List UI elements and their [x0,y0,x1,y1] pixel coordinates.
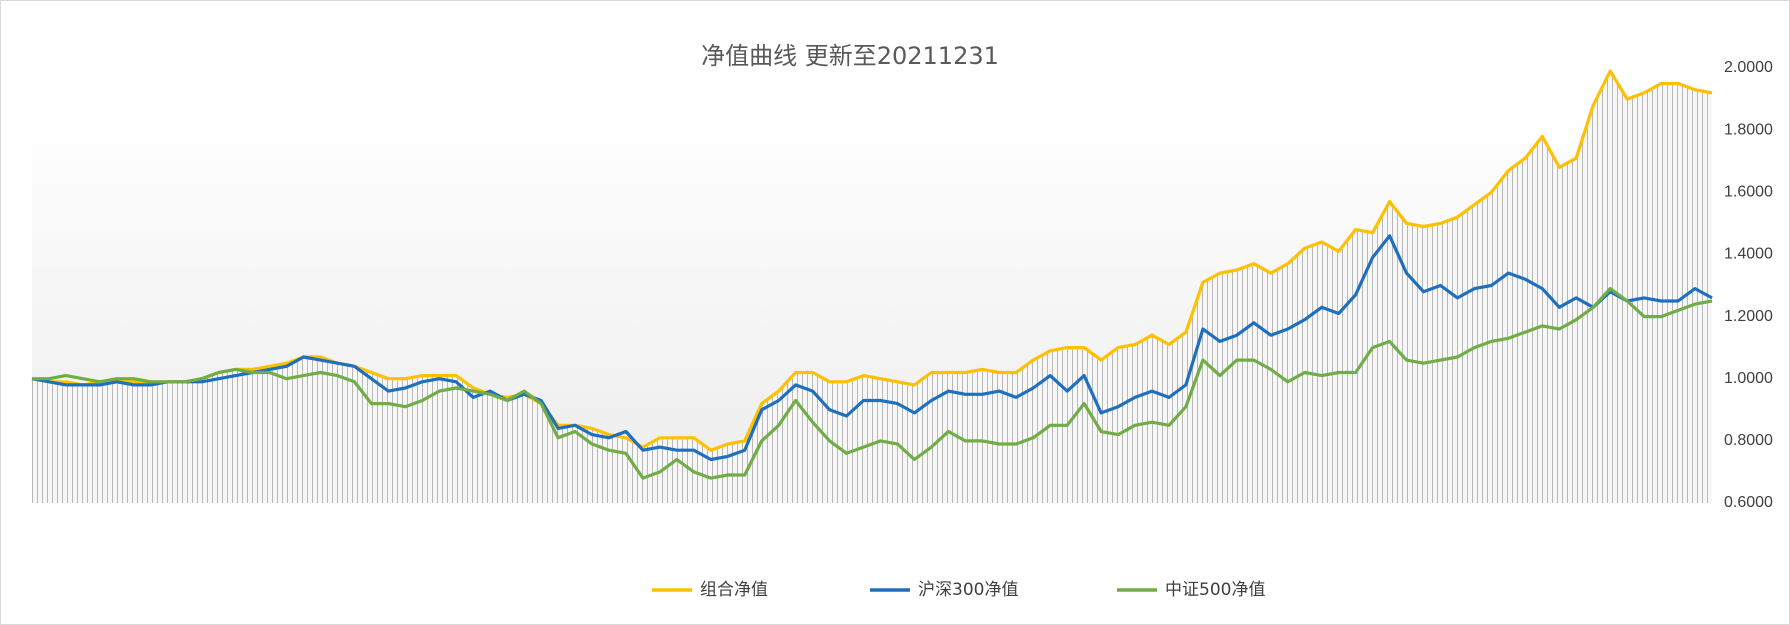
y-tick-label: 1.4000 [1724,246,1773,263]
chart-title: 净值曲线 更新至20211231 [701,42,999,70]
series-line [31,234,1713,462]
y-tick-label: 1.0000 [1724,370,1773,387]
legend-label: 沪深300净值 [918,580,1018,600]
y-tick-label: 1.2000 [1724,308,1773,325]
area [32,71,1712,503]
series-line [32,287,1713,480]
y-tick-label: 2.0000 [1724,59,1773,76]
y-tick-label: 1.8000 [1724,121,1773,138]
y-tick-label: 1.6000 [1724,184,1773,201]
y-tick-label: 0.6000 [1724,494,1773,511]
y-tick-label: 0.8000 [1724,432,1773,449]
legend-label: 组合净值 [700,580,768,600]
legend-label: 中证500净值 [1165,580,1265,600]
